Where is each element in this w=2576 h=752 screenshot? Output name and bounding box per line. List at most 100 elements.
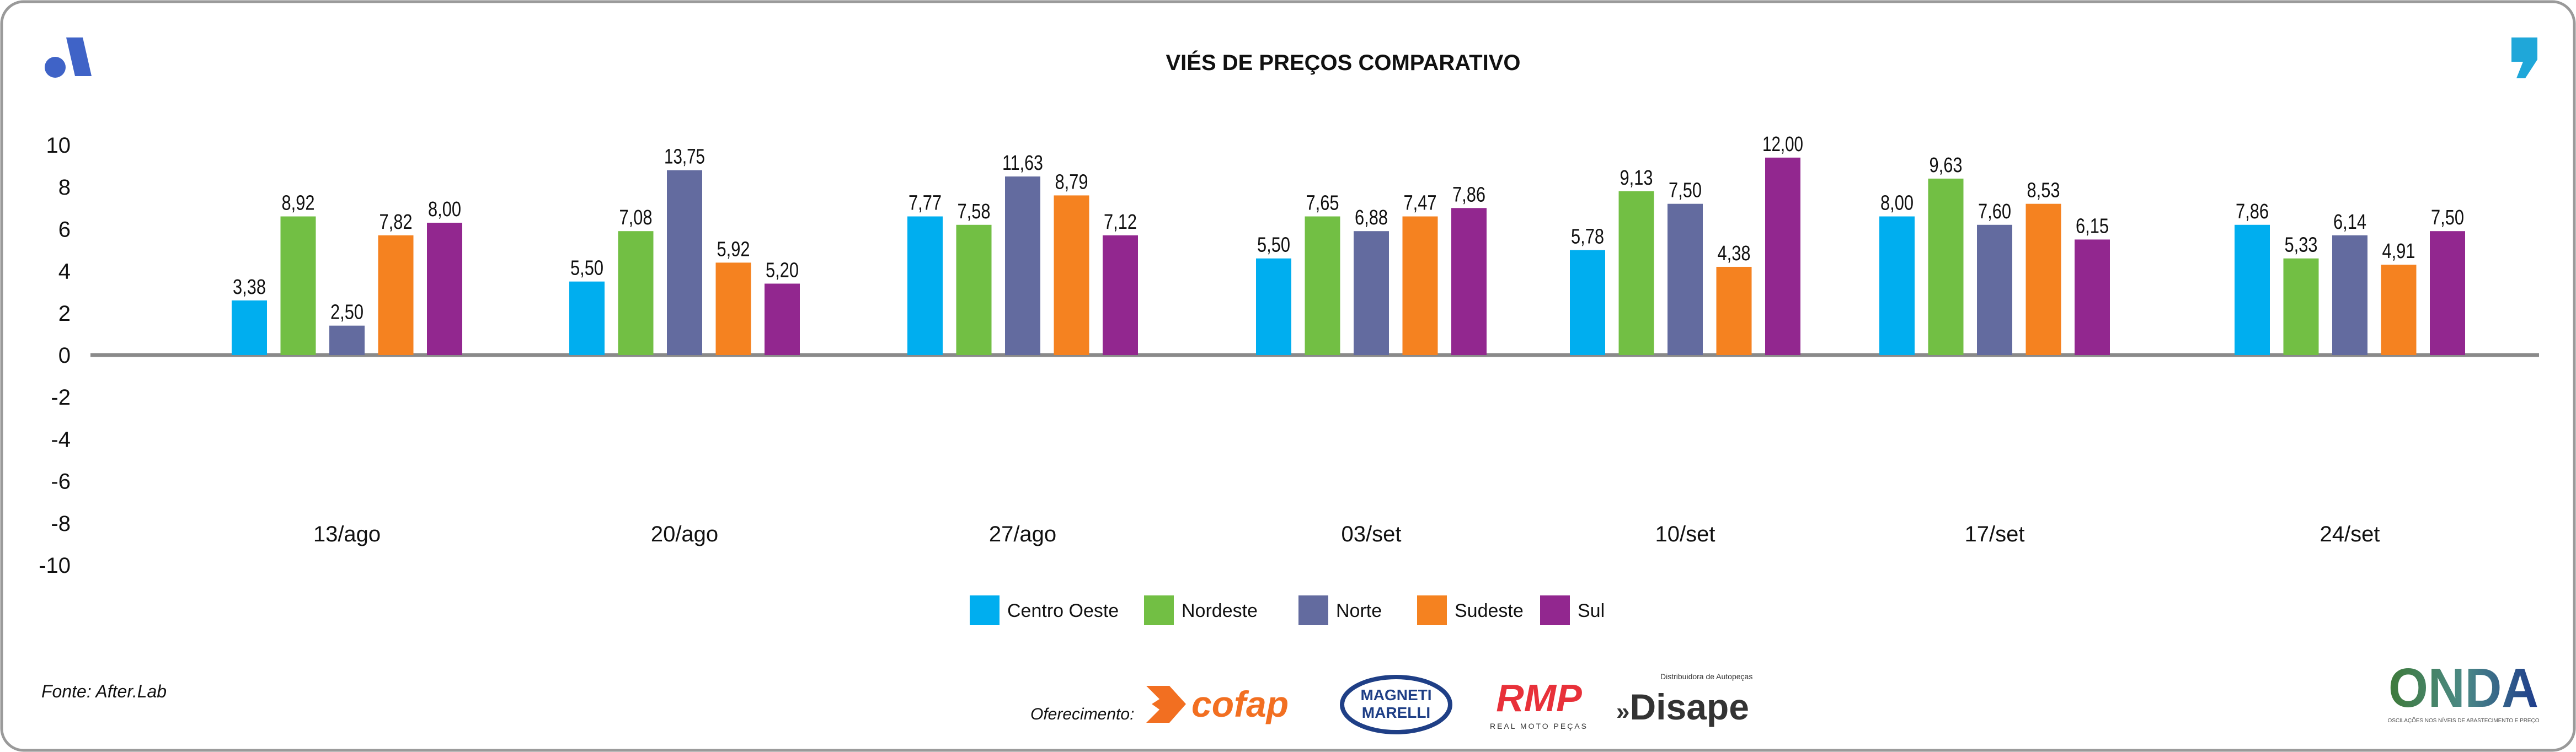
data-label: 4,38 [1718, 242, 1751, 265]
data-label: 7,65 [1306, 192, 1339, 215]
data-label: 11,63 [1002, 152, 1043, 175]
onda-logo[interactable]: ONDA OSCILAÇÕES NOS NÍVEIS DE ABASTECIME… [2388, 657, 2540, 724]
bar-nordeste [1305, 216, 1340, 355]
bars-layer [232, 157, 2465, 355]
data-label: 12,00 [1762, 133, 1803, 156]
bar-sudeste [1402, 216, 1438, 355]
bar-sul [2430, 231, 2465, 355]
rmp-logo[interactable]: RMP REAL MOTO PEÇAS [1490, 676, 1588, 730]
data-label: 7,86 [1452, 183, 1485, 206]
x-tick-label: 20/ago [651, 522, 718, 546]
data-label: 5,50 [570, 257, 603, 280]
data-label: 8,00 [1880, 192, 1914, 215]
source-note: Fonte: After.Lab [41, 681, 167, 701]
data-label: 6,15 [2076, 214, 2109, 238]
bar-sul [765, 283, 800, 355]
y-tick-label: 0 [58, 343, 71, 368]
bar-nordeste [280, 216, 316, 355]
x-axis: 13/ago 20/ago 27/ago 03/set 10/set 17/set 24/s… [313, 522, 2380, 546]
magneti-marelli-word: MARELLI [1362, 704, 1430, 721]
bar-centro_oeste [1256, 258, 1291, 355]
x-tick-label: 24/set [2320, 522, 2380, 546]
sponsor-label: Oferecimento: [1030, 705, 1134, 723]
data-labels-layer: 3,38 8,92 2,50 7,82 8,00 5,50 7,08 13,75 5,92 5,2… [233, 133, 2464, 324]
data-label: 7,47 [1404, 192, 1437, 215]
bar-sul [2075, 239, 2110, 355]
bar-centro_oeste [232, 300, 267, 355]
disape-sublabel: Distribuidora de Autopeças [1660, 672, 1752, 681]
legend: Centro Oeste Nordeste Norte Sudeste Sul [970, 595, 1605, 625]
cofap-wordmark: cofap [1191, 684, 1289, 724]
data-label: 7,77 [908, 192, 942, 215]
cofap-logo[interactable]: cofap [1146, 684, 1289, 724]
data-label: 7,50 [1669, 179, 1702, 202]
bar-sudeste [1054, 195, 1089, 355]
rmp-wordmark: RMP [1496, 676, 1582, 719]
y-tick-label: -4 [51, 427, 71, 452]
x-tick-label: 13/ago [313, 522, 381, 546]
disape-name: Disape [1629, 686, 1749, 727]
magneti-marelli-oval-icon [1340, 675, 1452, 734]
legend-swatch-norte [1298, 595, 1328, 625]
legend-label-sul: Sul [1578, 600, 1605, 621]
data-label: 8,79 [1055, 170, 1088, 194]
data-label: 2,50 [330, 301, 364, 324]
legend-swatch-nordeste [1144, 595, 1174, 625]
bar-sudeste [2025, 203, 2061, 355]
data-label: 8,92 [282, 192, 315, 215]
disape-logo[interactable]: Distribuidora de Autopeças »Disape [1616, 672, 1752, 727]
bar-norte [667, 170, 702, 355]
rmp-sublabel: REAL MOTO PEÇAS [1490, 722, 1588, 730]
bar-sudeste [378, 235, 414, 355]
bar-centro_oeste [907, 216, 943, 355]
data-label: 6,14 [2333, 211, 2366, 234]
data-label: 7,12 [1104, 211, 1137, 234]
bar-sul [1765, 157, 1800, 355]
bar-sudeste [2381, 265, 2417, 355]
chart-title: VIÉS DE PREÇOS COMPARATIVO [1166, 50, 1520, 75]
x-tick-label: 03/set [1342, 522, 1402, 546]
data-label: 6,88 [1355, 206, 1388, 229]
data-label: 4,91 [2382, 240, 2415, 263]
data-label: 7,82 [380, 211, 413, 234]
bar-nordeste [1928, 178, 1964, 355]
legend-label-norte: Norte [1336, 600, 1382, 621]
legend-swatch-centro_oeste [970, 595, 1000, 625]
legend-label-centro_oeste: Centro Oeste [1007, 600, 1119, 621]
y-tick-label: 6 [58, 217, 71, 241]
onda-wordmark: ONDA [2388, 657, 2538, 719]
bar-norte [1977, 224, 2012, 355]
data-label: 7,60 [1978, 200, 2011, 223]
magneti-marelli-logo[interactable]: MAGNETI MARELLI [1340, 675, 1452, 734]
bar-sudeste [715, 262, 751, 355]
disape-chevron-icon: » [1616, 698, 1629, 725]
comma-logo-icon [2511, 37, 2537, 78]
y-tick-label: 4 [58, 260, 71, 284]
data-label: 5,33 [2285, 234, 2318, 257]
data-label: 7,58 [958, 200, 991, 223]
legend-label-sudeste: Sudeste [1455, 600, 1524, 621]
onda-tagline: OSCILAÇÕES NOS NÍVEIS DE ABASTECIMENTO E… [2388, 717, 2540, 724]
bar-sudeste [1716, 266, 1752, 355]
after-lab-logo-icon [45, 37, 92, 78]
bar-norte [2332, 235, 2367, 355]
bar-norte [1668, 203, 1703, 355]
y-tick-label: 10 [46, 133, 71, 158]
data-label: 9,63 [1930, 154, 1963, 177]
y-tick-label: -6 [51, 470, 71, 494]
cofap-mark-icon [1146, 686, 1186, 723]
bar-sul [1103, 235, 1138, 355]
bar-norte [329, 325, 365, 355]
data-label: 5,78 [1571, 225, 1604, 249]
data-label: 7,08 [619, 206, 653, 229]
data-label: 7,86 [2236, 200, 2269, 223]
bar-norte [1005, 176, 1040, 355]
bar-centro_oeste [1570, 250, 1605, 355]
legend-swatch-sudeste [1417, 595, 1447, 625]
data-label: 9,13 [1620, 166, 1653, 190]
data-label: 5,20 [766, 259, 799, 282]
y-tick-label: 2 [58, 302, 71, 326]
bar-centro_oeste [1879, 216, 1915, 355]
